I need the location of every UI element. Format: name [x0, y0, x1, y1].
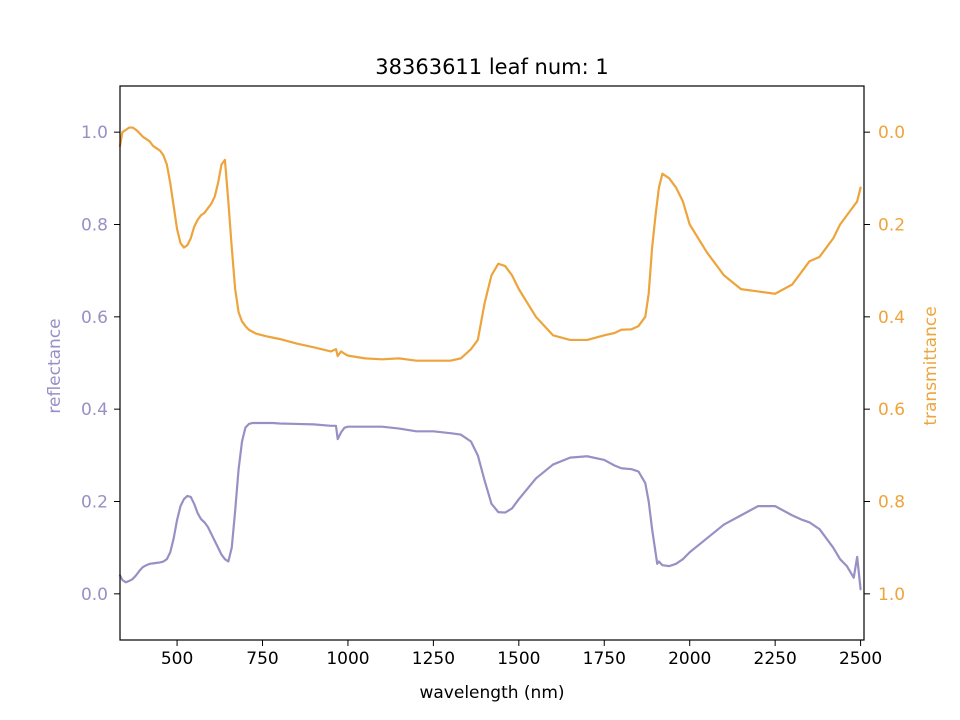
x-axis-label: wavelength (nm) — [419, 683, 564, 703]
x-tick-label: 1750 — [583, 649, 626, 669]
series-layer — [118, 126, 862, 591]
y-left-tick-label: 0.6 — [81, 308, 108, 328]
y-right-tick-label: 0.0 — [878, 123, 905, 143]
reflectance-series-line — [118, 421, 862, 591]
x-ticks-layer: 500 750 1000 1250 1500 1750 2000 2250 2500 — [161, 640, 882, 669]
x-tick-label: 1250 — [412, 649, 455, 669]
y-left-ticks-layer: 0.0 0.2 0.4 0.6 0.8 1.0 — [81, 123, 120, 605]
y-left-tick-label: 0.2 — [81, 493, 108, 513]
y-axis-right-label: transmittance — [921, 306, 941, 425]
plot-frame — [119, 85, 865, 641]
x-tick-label: 2250 — [754, 649, 797, 669]
y-left-tick-label: 0.8 — [81, 216, 108, 236]
y-right-tick-label: 0.6 — [878, 400, 905, 420]
y-right-ticks-layer: 0.0 0.2 0.4 0.6 0.8 1.0 — [864, 123, 905, 605]
x-tick-label: 1000 — [326, 649, 369, 669]
y-axis-left-label: reflectance — [45, 318, 65, 413]
x-tick-label: 2500 — [839, 649, 882, 669]
transmittance-series-line — [118, 126, 862, 362]
y-right-tick-label: 1.0 — [878, 585, 905, 605]
y-right-tick-label: 0.2 — [878, 216, 905, 236]
x-tick-label: 1500 — [497, 649, 540, 669]
y-right-tick-label: 0.4 — [878, 308, 905, 328]
x-tick-label: 750 — [246, 649, 278, 669]
y-left-tick-label: 1.0 — [81, 123, 108, 143]
y-left-tick-label: 0.4 — [81, 400, 108, 420]
chart-title: 38363611 leaf num: 1 — [375, 55, 608, 79]
x-tick-label: 2000 — [668, 649, 711, 669]
y-left-tick-label: 0.0 — [81, 585, 108, 605]
x-tick-label: 500 — [161, 649, 193, 669]
y-right-tick-label: 0.8 — [878, 493, 905, 513]
